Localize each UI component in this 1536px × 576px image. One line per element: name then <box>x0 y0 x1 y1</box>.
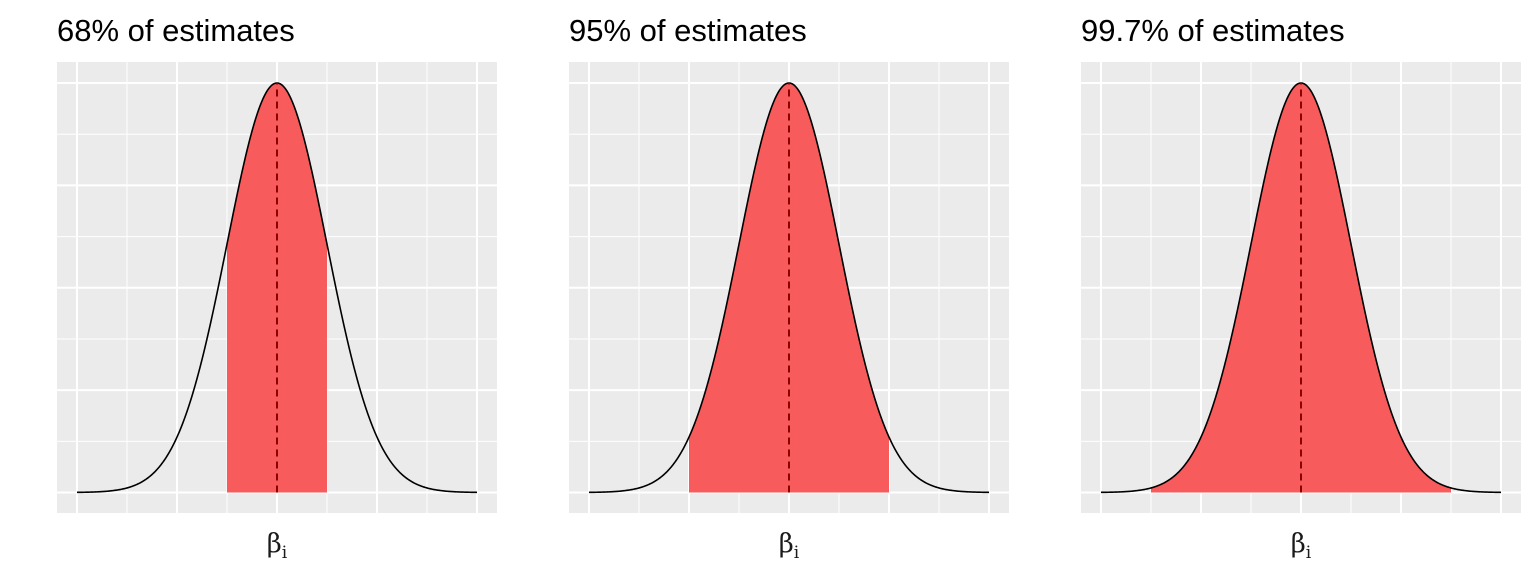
x-axis-label-symbol: β <box>1291 529 1306 559</box>
x-axis-label-symbol: β <box>779 529 794 559</box>
panel-title: 99.7% of estimates <box>1081 13 1345 48</box>
x-axis-label: βi <box>267 529 288 563</box>
panel-title: 68% of estimates <box>57 13 295 48</box>
x-axis-label-symbol: β <box>267 529 282 559</box>
panel-68-percent: 68% of estimates βi <box>57 13 497 563</box>
panel-95-percent: 95% of estimates βi <box>569 13 1009 563</box>
x-axis-label-subscript: i <box>282 543 288 563</box>
panel-title: 95% of estimates <box>569 13 807 48</box>
x-axis-label-subscript: i <box>1306 543 1312 563</box>
x-axis-label: βi <box>1291 529 1312 563</box>
panel-99-7-percent: 99.7% of estimates βi <box>1081 13 1521 563</box>
x-axis-label-subscript: i <box>794 543 800 563</box>
x-axis-label: βi <box>779 529 800 563</box>
